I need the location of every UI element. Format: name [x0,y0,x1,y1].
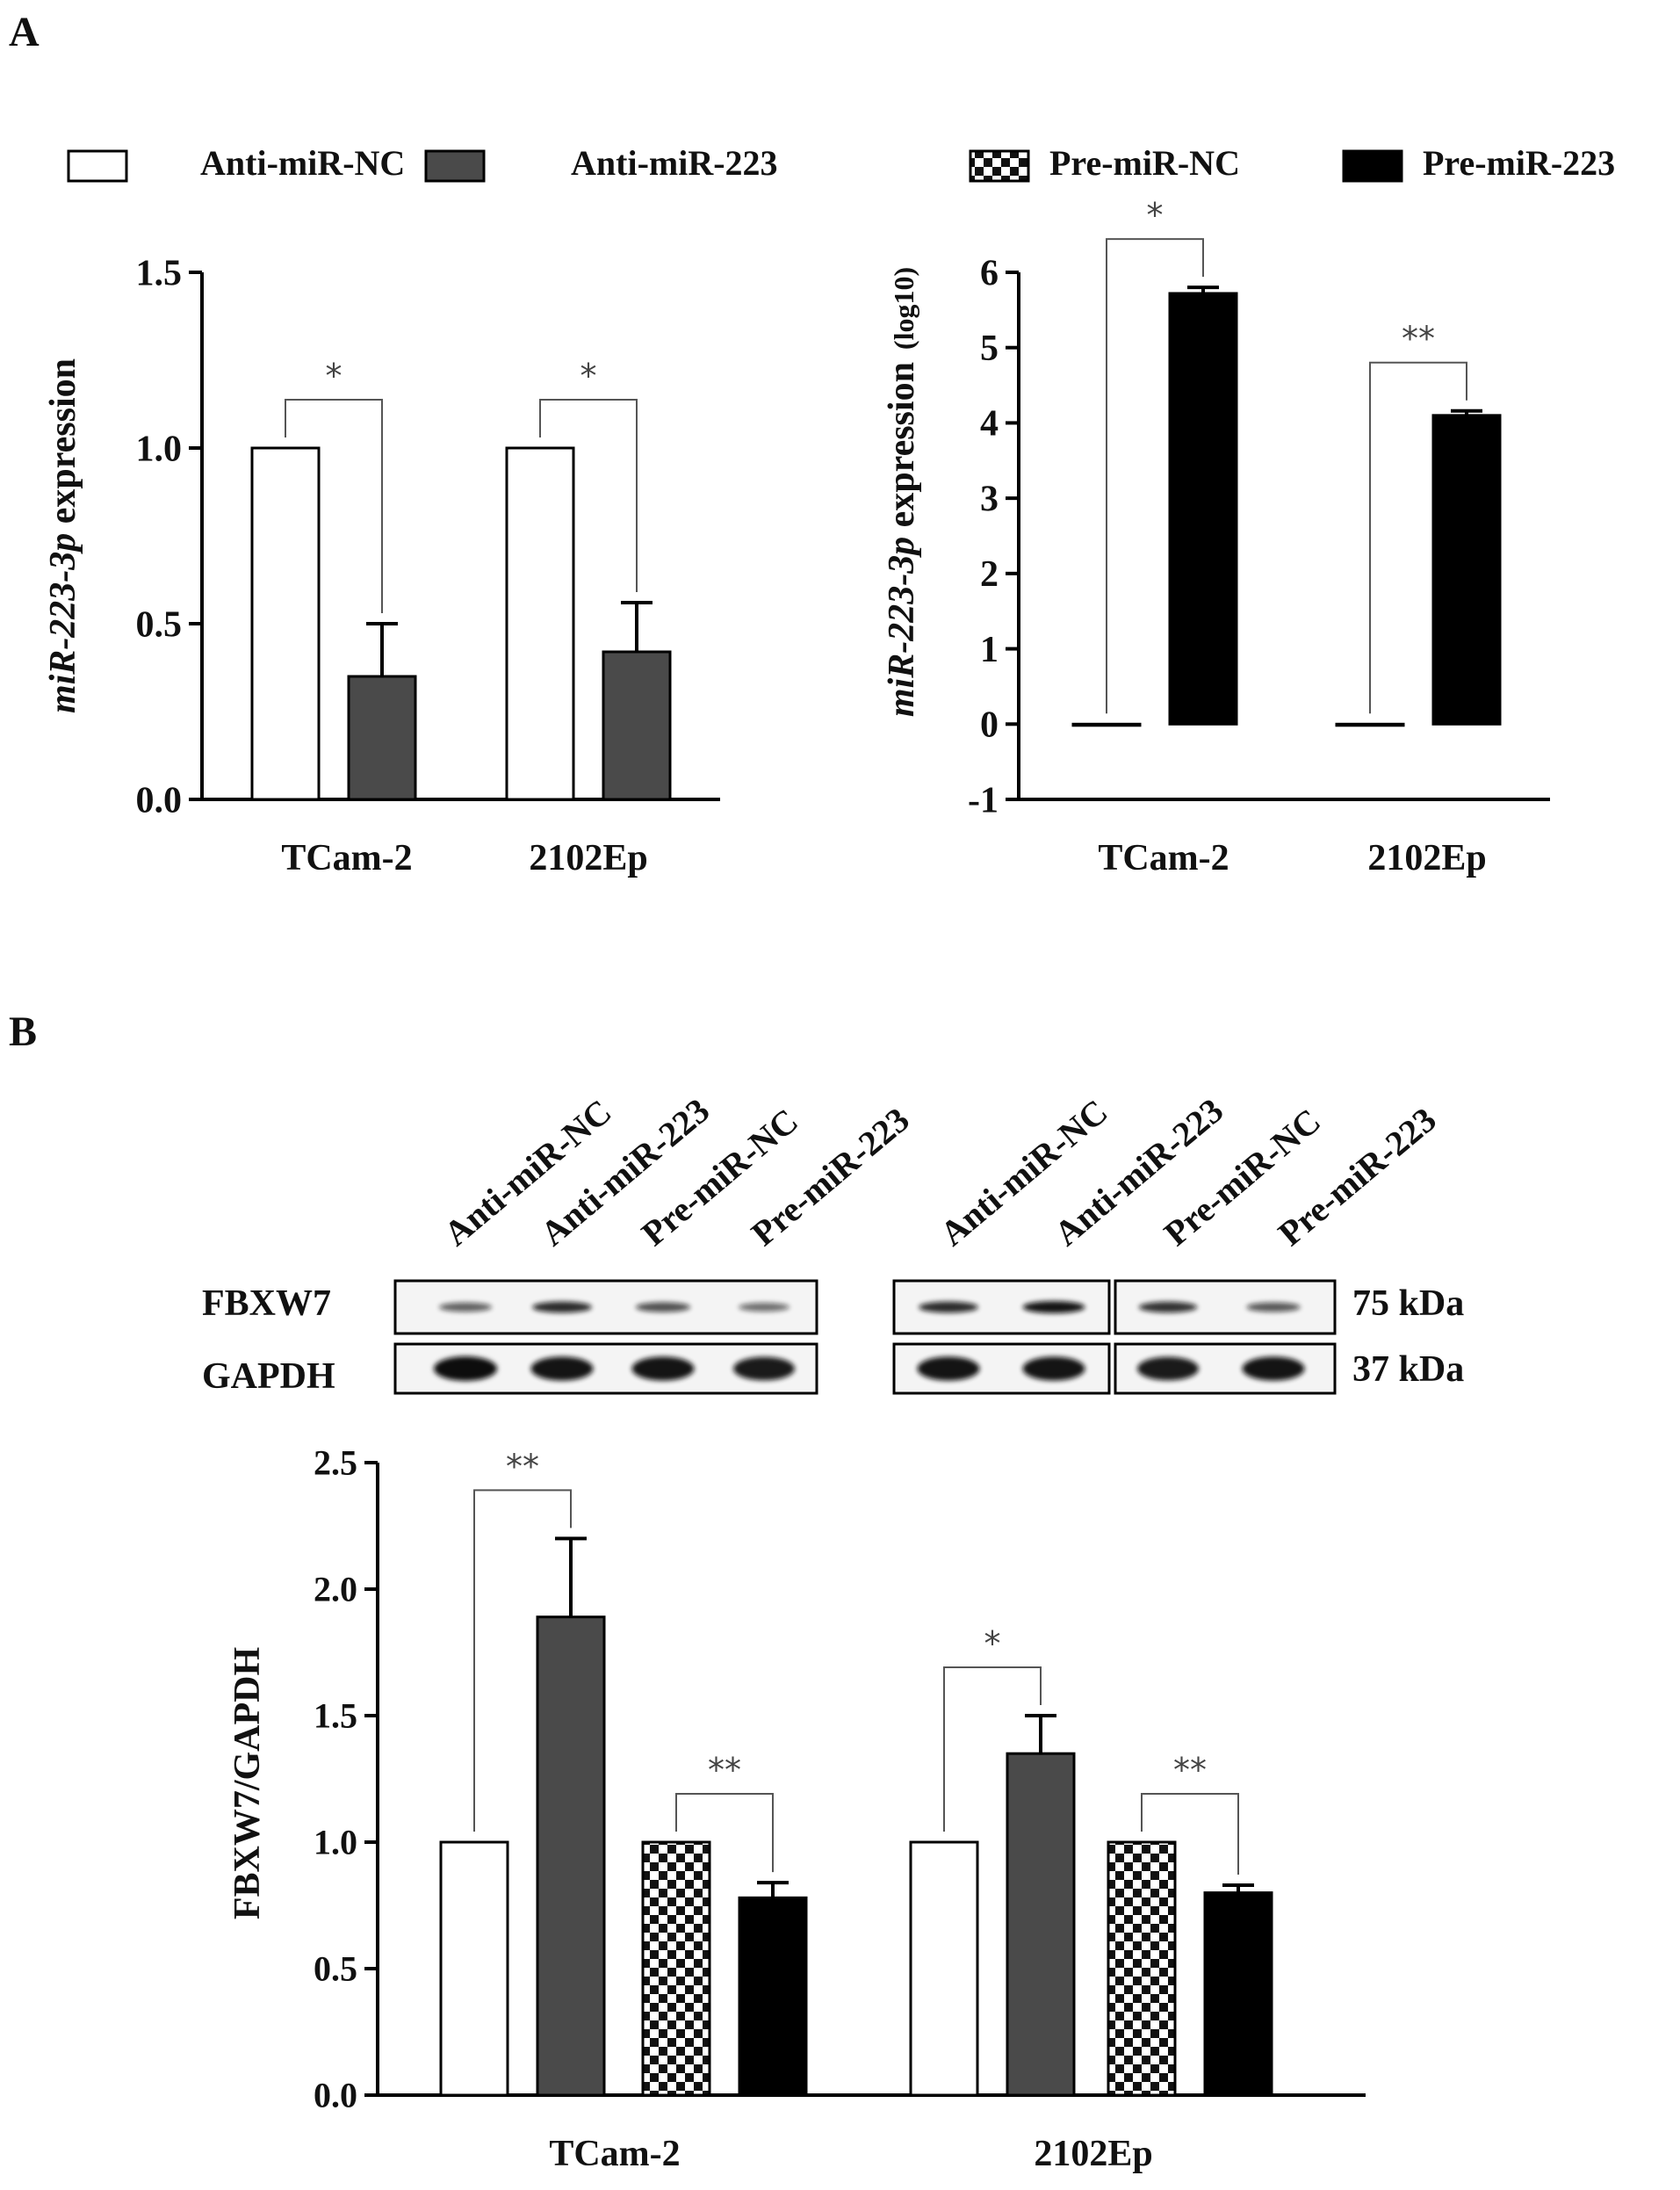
a1-x-category-label: TCam-2 [281,838,412,878]
blot-band-gapdh [733,1356,795,1381]
western-blot: Anti-miR-NC Anti-miR-223 Pre-miR-NC Pre-… [202,1090,1464,1397]
b-x-category-label: TCam-2 [549,2134,680,2174]
b-significance-bracket [675,1793,774,1873]
blot-band-gapdh [1242,1356,1305,1381]
b-y-tick-label: 1.0 [314,1823,357,1862]
a2-significance-label: ** [1402,320,1435,358]
a1-significance-label: * [580,357,597,395]
a2-bar-pre-mir-223-tcam-2 [1168,292,1238,726]
blot-band-fbxw7 [635,1302,691,1312]
legend-a1: Anti-miR-NC Anti-miR-223 [67,143,778,183]
a2-bar-pre-mir-nc-tcam-2 [1071,722,1142,727]
b-significance-label: ** [506,1447,539,1485]
b-y-tick-label: 2.0 [314,1570,357,1609]
b-y-tick-label: 0.5 [314,1949,357,1989]
blot-band-fbxw7 [532,1301,592,1313]
a2-significance-bracket [1369,361,1467,714]
a1-bar-anti-mir-223-2102ep [602,650,672,801]
blot-size-75kda: 75 kDa [1352,1283,1464,1324]
b-bar-anti-mir-nc-tcam-2 [439,1840,509,2097]
a2-x-category-label: TCam-2 [1098,838,1229,878]
b-y-axis-label: FBXW7/GAPDH [227,1647,268,1919]
chart-a1: 0.0 0.5 1.0 1.5 TCam-2 2102Ep * * miR-223-3p exp… [43,253,720,878]
lane-label-left-2: Anti-miR-223 [533,1090,717,1254]
a2-y-tick-label: 2 [980,554,999,595]
a1-significance-bracket [539,399,638,592]
blot-row-label-gapdh: GAPDH [202,1356,335,1397]
b-bar-pre-mir-223-tcam-2 [738,1896,808,2097]
blot-band-fbxw7 [438,1302,493,1312]
b-bar-anti-mir-223-tcam-2 [536,1615,606,2097]
b-significance-bracket [1141,1793,1239,1875]
a2-significance-label: * [1147,196,1164,235]
a1-bar-anti-mir-223-tcam-2 [347,675,417,801]
legend-a2: Pre-miR-NC Pre-miR-223 [969,143,1615,183]
b-significance-bracket [943,1666,1042,1832]
blot-bands [393,1279,1337,1395]
legend-label-pre-mir-nc: Pre-miR-NC [1049,143,1240,183]
b-bar-anti-mir-223-2102ep [1006,1752,1076,2097]
legend-swatch-pre-mir-223 [1342,149,1403,183]
a2-y-tick-label: 4 [980,404,999,445]
panel-label-a: A [9,9,40,55]
a1-significance-bracket [285,399,383,613]
a2-y-tick-label: -1 [968,780,999,820]
b-bar-anti-mir-nc-2102ep [909,1840,979,2097]
a1-y-tick-label: 0.0 [136,780,183,820]
blot-size-37kda: 37 kDa [1352,1349,1464,1390]
a1-bar-anti-mir-nc-2102ep [505,446,575,801]
b-y-tick-label: 2.5 [314,1443,357,1483]
a2-bar-pre-mir-223-2102ep [1431,414,1502,726]
blot-band-fbxw7 [1246,1302,1301,1312]
a1-bar-anti-mir-nc-tcam-2 [250,446,321,801]
b-y-tick-label: 0.0 [314,2076,357,2115]
blot-band-fbxw7 [1022,1301,1085,1313]
blot-band-gapdh [530,1356,594,1381]
a1-y-axis-label: miR-223-3p expression [43,358,83,713]
a1-y-tick-label: 0.5 [136,604,183,645]
a2-y-tick-label: 5 [980,329,999,369]
legend-swatch-pre-mir-nc [969,149,1030,183]
legend-swatch-anti-mir-nc [67,149,128,183]
b-significance-label: ** [708,1751,741,1789]
blot-band-gapdh [434,1356,497,1381]
lane-label-left-1: Anti-miR-NC [436,1091,619,1253]
a2-x-category-label: 2102Ep [1367,838,1486,878]
legend-swatch-anti-mir-223 [424,149,486,183]
a2-bar-pre-mir-nc-2102ep [1335,722,1405,727]
blot-row-label-fbxw7: FBXW7 [202,1283,331,1324]
blot-band-fbxw7 [1138,1301,1198,1313]
b-x-category-label: 2102Ep [1034,2134,1152,2174]
blot-band-gapdh [1022,1356,1085,1381]
blot-band-gapdh [1137,1356,1199,1381]
blot-band-fbxw7 [919,1301,978,1313]
a1-y-tick-label: 1.5 [136,253,183,293]
a1-y-tick-label: 1.0 [136,429,183,469]
a2-y-axis-label: miR-223-3p expression(log10) [882,267,922,717]
a2-y-tick-label: 3 [980,479,999,519]
a2-significance-bracket [1106,238,1204,714]
b-bar-pre-mir-nc-2102ep [1107,1840,1177,2097]
legend-label-anti-mir-nc: Anti-miR-NC [200,143,405,183]
a2-y-tick-label: 1 [980,630,999,670]
a2-y-tick-label: 6 [980,253,999,293]
legend-label-anti-mir-223: Anti-miR-223 [571,143,778,183]
b-significance-bracket [473,1489,572,1832]
panel-label-b: B [9,1008,37,1055]
blot-band-gapdh [631,1356,695,1381]
b-y-tick-label: 1.5 [314,1696,357,1736]
b-significance-label: * [984,1624,1001,1663]
legend-label-pre-mir-223: Pre-miR-223 [1423,143,1615,183]
b-bar-pre-mir-223-2102ep [1203,1891,1273,2097]
a2-y-tick-label: 0 [980,705,999,746]
a1-x-category-label: 2102Ep [529,838,647,878]
b-significance-label: ** [1173,1751,1207,1789]
blot-band-gapdh [917,1356,980,1381]
blot-band-fbxw7 [739,1303,790,1312]
b-bar-pre-mir-nc-tcam-2 [641,1840,711,2097]
a1-significance-label: * [326,357,342,395]
